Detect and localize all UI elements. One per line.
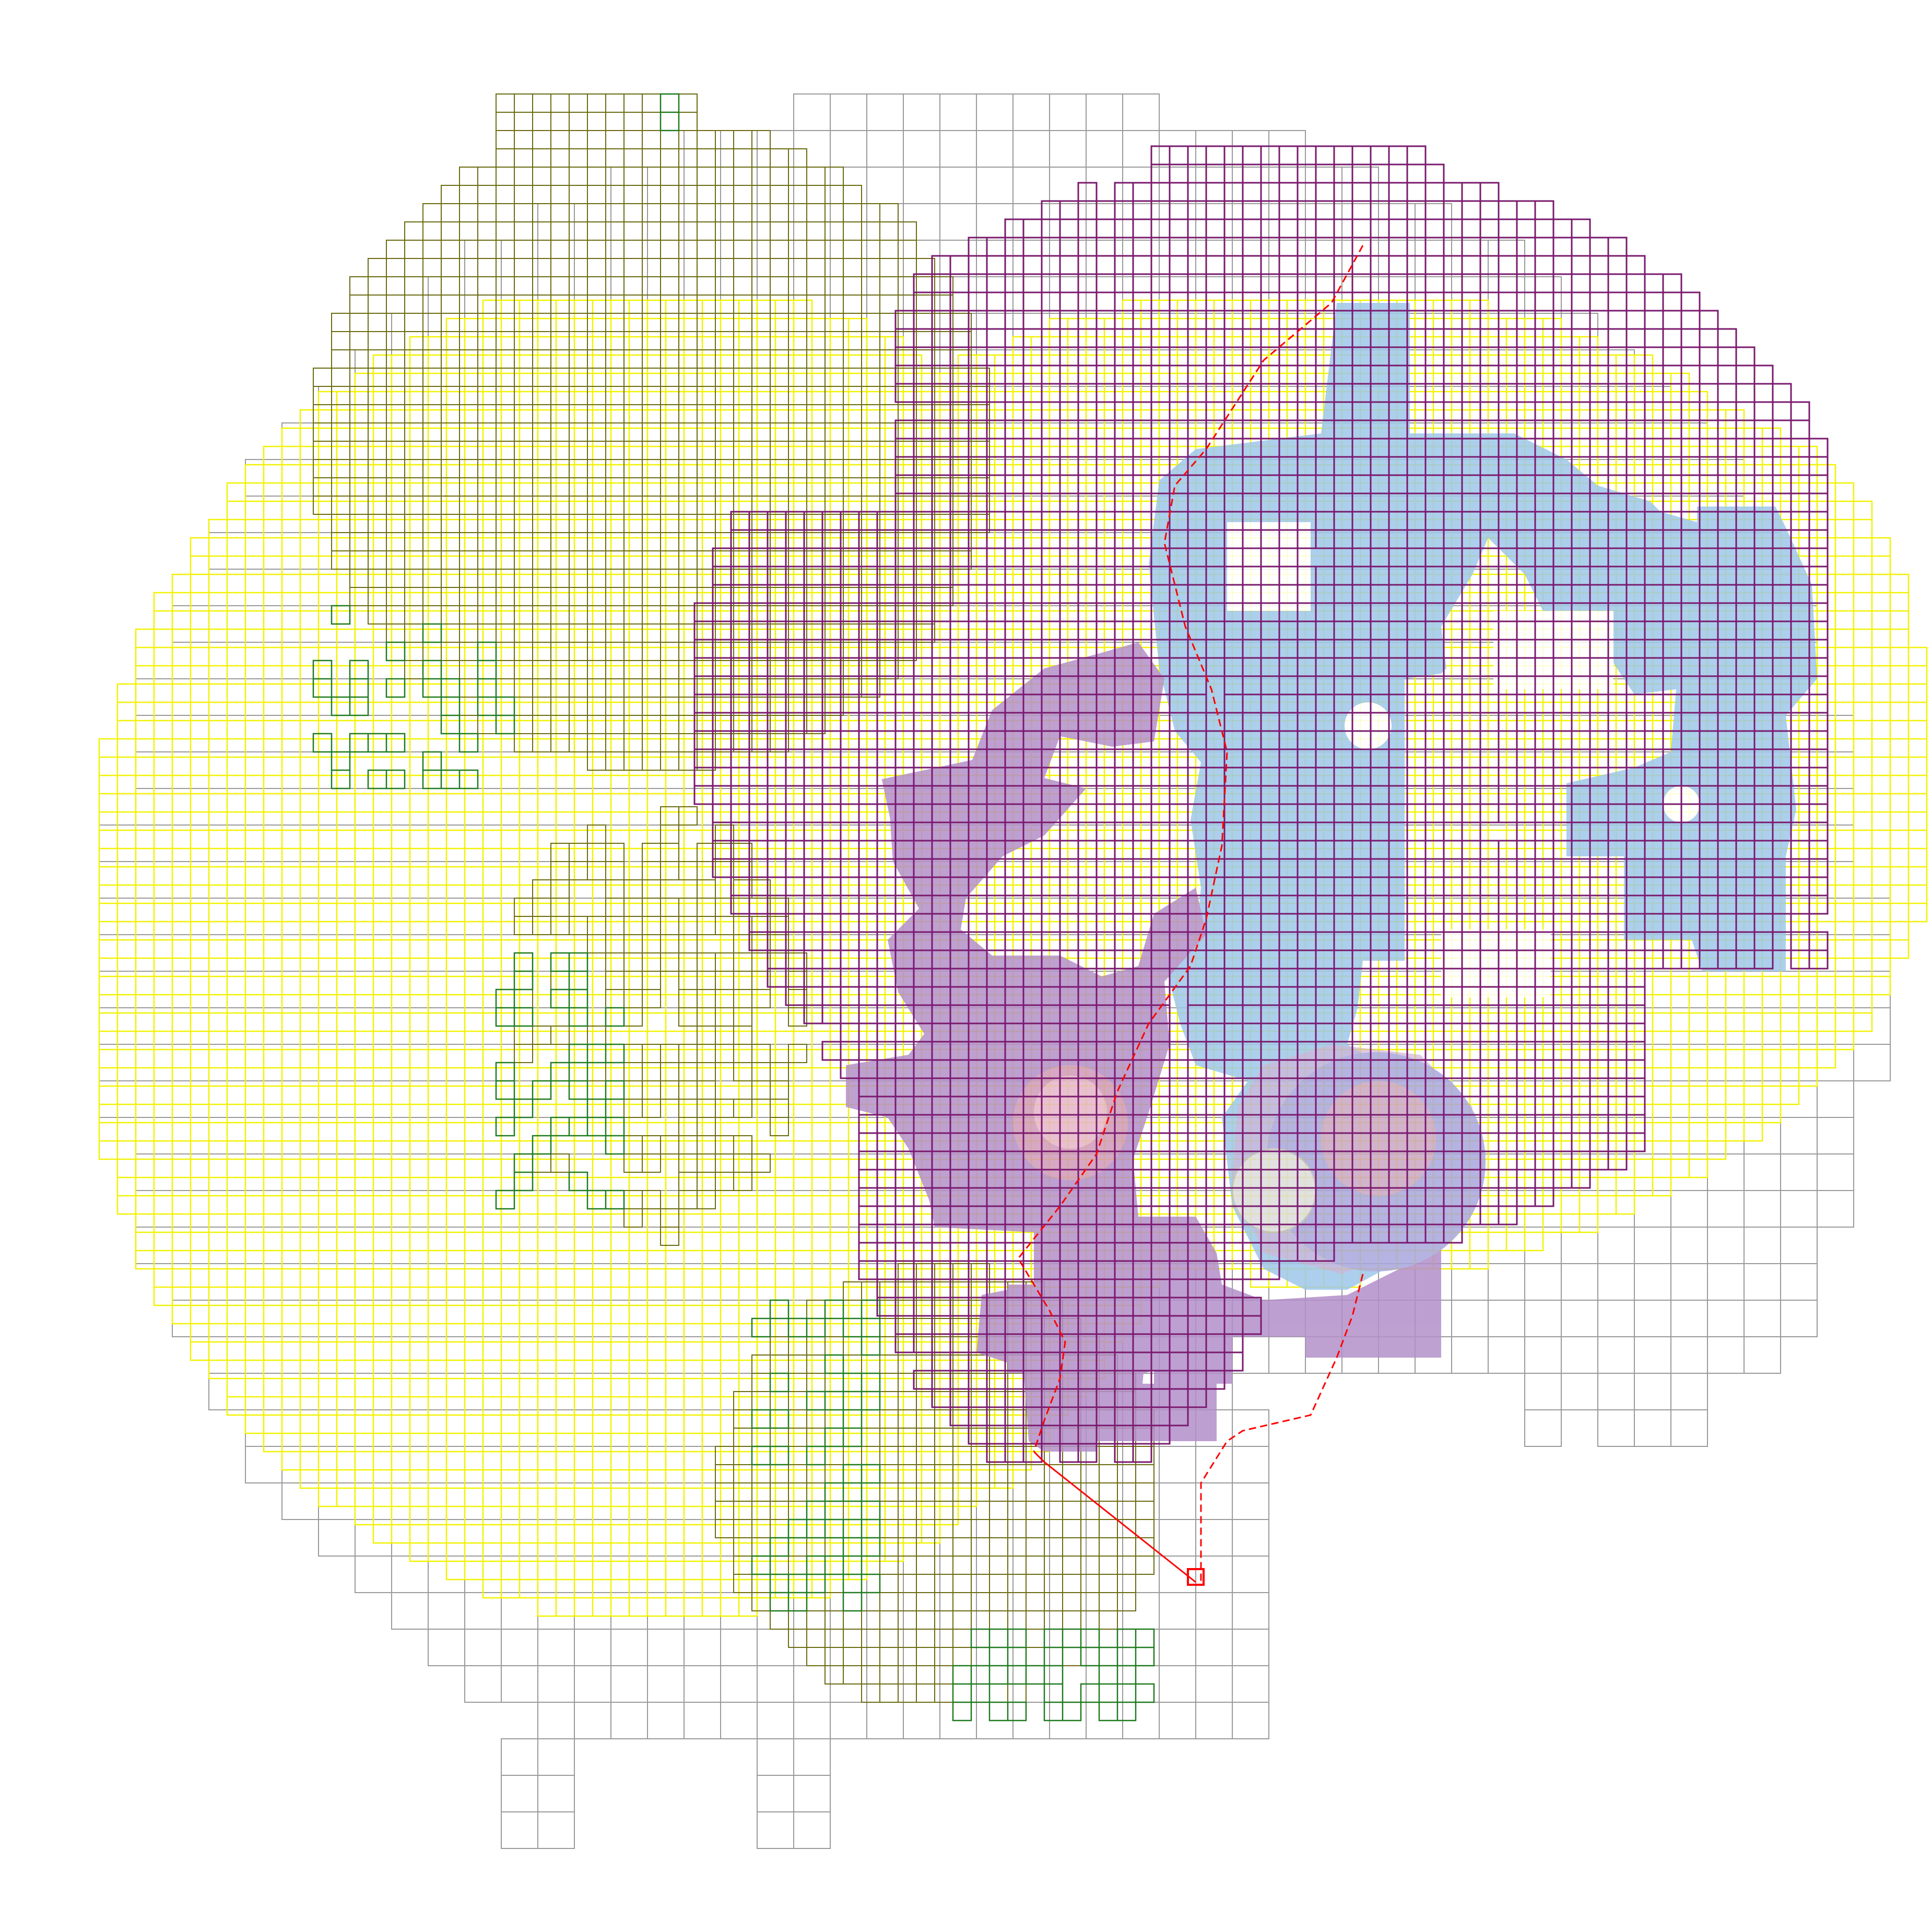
highlight-zone: [1321, 1081, 1436, 1196]
lower-room-block: [1055, 1384, 1217, 1441]
planned-path-dashed: [1017, 245, 1364, 1452]
frontier-cells: [312, 93, 1155, 1722]
frontier-cells-layer: [312, 93, 1155, 1722]
floor-purple-region: [846, 642, 1441, 1452]
round-column: [1231, 1148, 1317, 1233]
lower-room-block: [1154, 1290, 1232, 1384]
goal-marker: [1187, 1568, 1205, 1586]
highlight-zone: [1013, 1065, 1128, 1180]
lower-room-block: [1008, 1285, 1133, 1373]
round-room-structure: [1266, 1052, 1486, 1271]
void-circle: [1345, 702, 1392, 749]
courtyard-circle: [1034, 1076, 1107, 1149]
trajectory-layer: [1017, 245, 1364, 1586]
void-room: [1441, 929, 1551, 997]
executed-path-solid: [1033, 1451, 1196, 1583]
return-path-dashed: [1200, 1274, 1364, 1582]
